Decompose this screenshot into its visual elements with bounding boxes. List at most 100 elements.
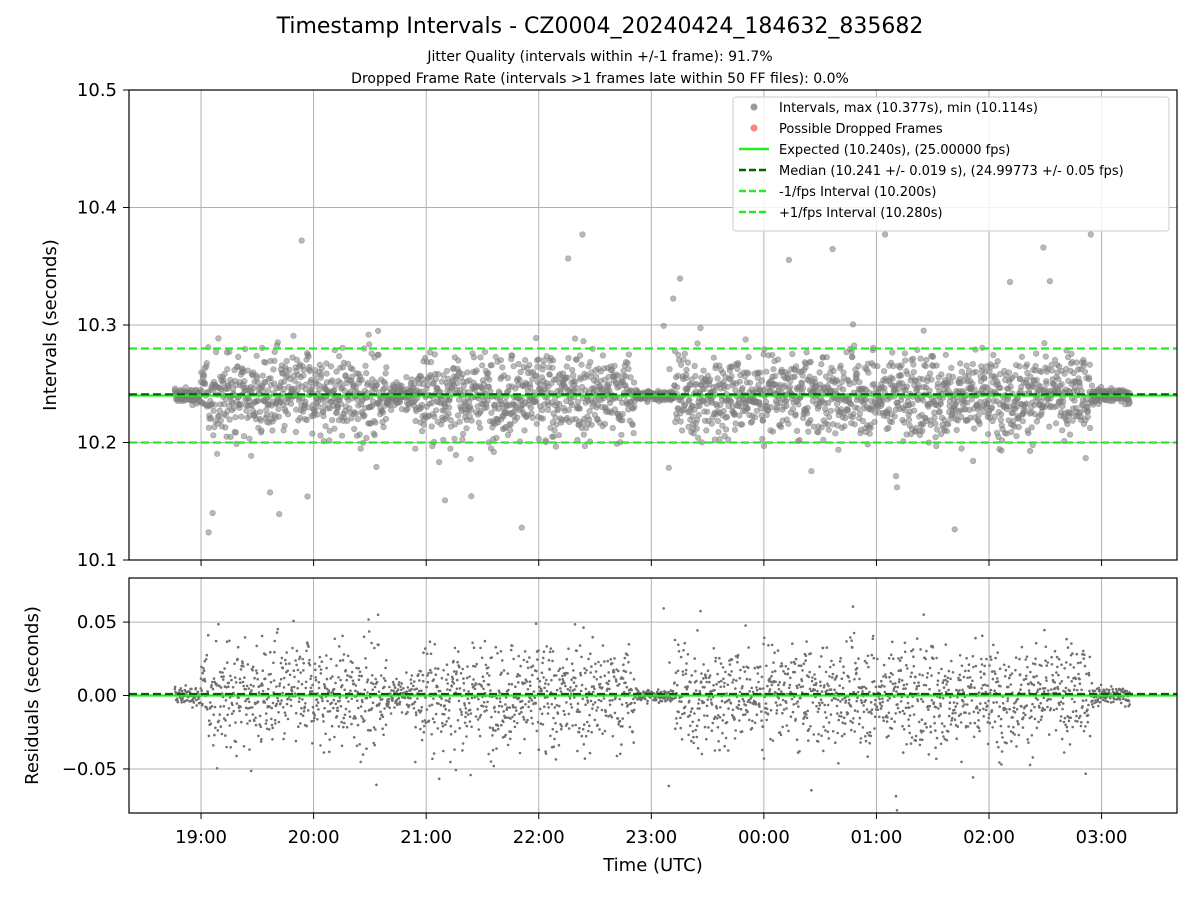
residual-point [770,683,774,687]
residual-point [423,647,427,650]
residual-point [210,683,213,687]
interval-point [305,353,312,360]
residual-point [722,677,725,681]
residual-point [791,642,794,645]
residual-point [263,701,267,704]
residual-point [534,702,537,705]
interval-point [1086,424,1094,432]
interval-point [304,493,311,500]
residual-point [524,703,527,706]
residual-point [880,679,883,683]
interval-point [258,427,265,434]
residual-point [482,701,486,704]
residual-point [624,670,628,673]
residual-point [855,699,859,703]
residual-point [846,712,850,715]
residual-point [574,676,577,680]
interval-point [555,432,563,439]
residual-point [482,679,486,683]
interval-point [549,357,557,364]
interval-point [796,437,803,444]
interval-point [839,386,847,393]
residual-point [437,777,441,781]
interval-point [477,354,484,361]
residual-point [868,731,872,734]
interval-point [581,442,589,450]
interval-point [825,426,832,433]
residual-point [367,630,371,633]
residual-point [873,703,877,706]
residual-point [626,653,629,657]
residual-point [741,685,744,688]
residual-point [601,732,604,735]
interval-point [267,375,274,382]
residual-point [865,708,869,711]
residual-point [489,760,493,763]
interval-point [366,341,373,348]
residual-point [400,711,404,714]
residual-point [747,666,750,670]
residual-point [722,713,725,717]
residual-point [686,685,689,688]
residual-point [490,715,493,719]
residual-point [902,683,906,687]
interval-point [785,371,792,378]
residual-point [894,712,897,715]
residual-point [548,668,551,671]
residual-point [594,662,597,666]
residual-point [582,626,585,629]
residual-point [838,660,842,663]
residual-point [247,700,251,704]
interval-point [792,411,799,418]
interval-point [433,407,440,414]
interval-point [227,433,234,441]
residual-point [908,714,912,717]
interval-point [440,372,447,379]
residual-point [780,664,784,668]
interval-point [1025,430,1032,437]
interval-point [714,417,722,425]
interval-point [546,371,553,378]
residual-point [523,737,526,741]
interval-point [521,427,528,434]
residual-point [804,711,807,714]
residual-point [910,736,914,739]
residual-point [439,703,443,707]
residual-point [839,700,842,703]
residual-point [561,677,564,681]
residual-point [357,706,360,710]
residual-point [443,704,446,707]
residual-point [319,668,323,671]
residual-point [868,741,871,745]
interval-point [824,421,831,428]
interval-point [488,409,495,416]
residual-point [654,698,658,701]
residual-point [608,687,611,691]
residual-point [281,666,285,670]
residual-point [814,682,818,685]
residual-point [590,665,593,668]
residual-point [882,675,885,678]
residual-point [899,669,903,672]
residual-point [517,654,520,658]
residual-point [473,687,477,691]
residual-point [355,744,359,748]
interval-point [824,399,832,407]
residual-point [465,724,469,728]
interval-point [292,428,300,436]
residual-point [370,707,374,710]
residual-point [797,664,801,667]
residual-point [273,639,277,643]
residual-point [551,727,555,731]
interval-point [1070,369,1077,377]
residual-point [865,661,868,665]
residual-point [563,713,566,716]
residual-point [507,688,510,692]
residual-point [688,699,691,703]
interval-point [789,405,797,412]
residual-point [282,706,285,709]
interval-point [1060,398,1067,406]
residual-point [870,712,873,715]
residual-point [597,698,601,702]
residual-point [695,724,699,728]
